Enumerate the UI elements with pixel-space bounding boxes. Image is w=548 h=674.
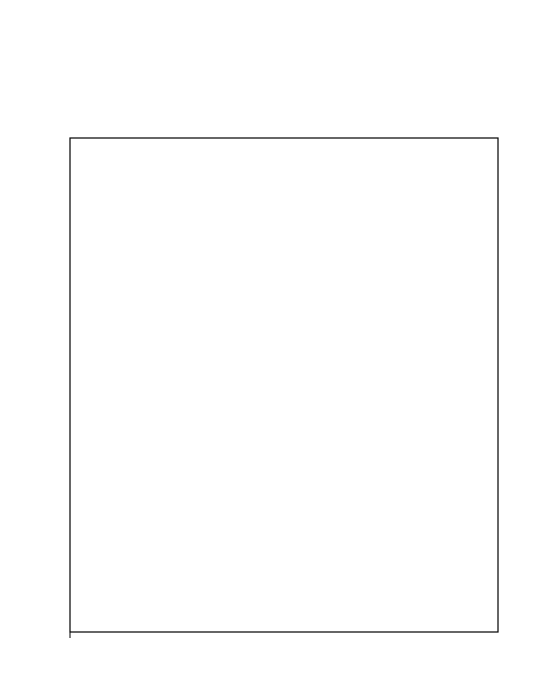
transformation-diagram <box>0 0 548 674</box>
